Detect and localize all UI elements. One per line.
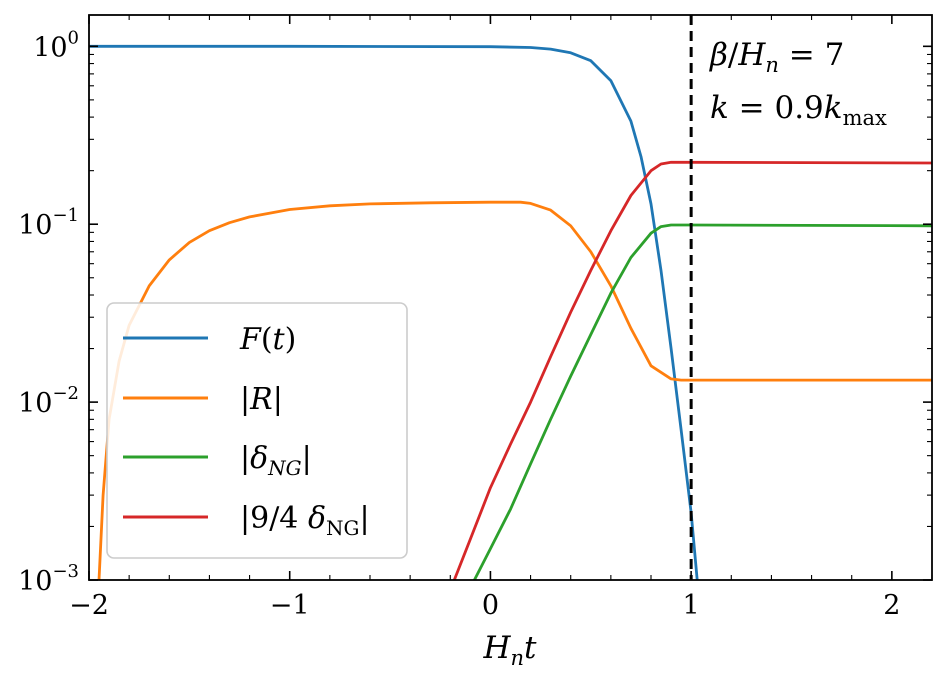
legend-label-f: F(t) [239, 322, 296, 357]
legend: F(t) |R| |δNG| |9/4 δNG| [106, 302, 408, 559]
legend-box [106, 302, 408, 559]
x-tick-label: 2 [883, 590, 900, 621]
annotation-beta: β/Hn = 7 [709, 37, 844, 77]
plot-frame [88, 14, 933, 581]
y-tick-label: 10−2 [18, 383, 79, 419]
y-tick-label: 10−1 [18, 205, 79, 241]
x-tick-label: −2 [69, 590, 109, 621]
ticks-layer: −2 −1 0 1 2 100 10−1 10−2 10−3 [18, 15, 933, 621]
legend-label-r: |R| [240, 382, 283, 417]
y-tick-label: 100 [33, 27, 79, 63]
legend-label-9dng: |9/4 δNG| [240, 501, 370, 540]
series-line-0 [89, 44, 699, 580]
series-line-3 [452, 160, 932, 580]
x-tick-label: −1 [270, 590, 310, 621]
x-tick-label: 1 [683, 590, 700, 621]
legend-label-dng: |δNG| [240, 441, 312, 480]
x-tick-label: 0 [482, 590, 499, 621]
annotation-k: k = 0.9kmax [710, 90, 887, 130]
series-line-2 [473, 223, 932, 580]
y-tick-label: 10−3 [18, 561, 79, 597]
x-axis-label: Hnt [482, 630, 537, 670]
